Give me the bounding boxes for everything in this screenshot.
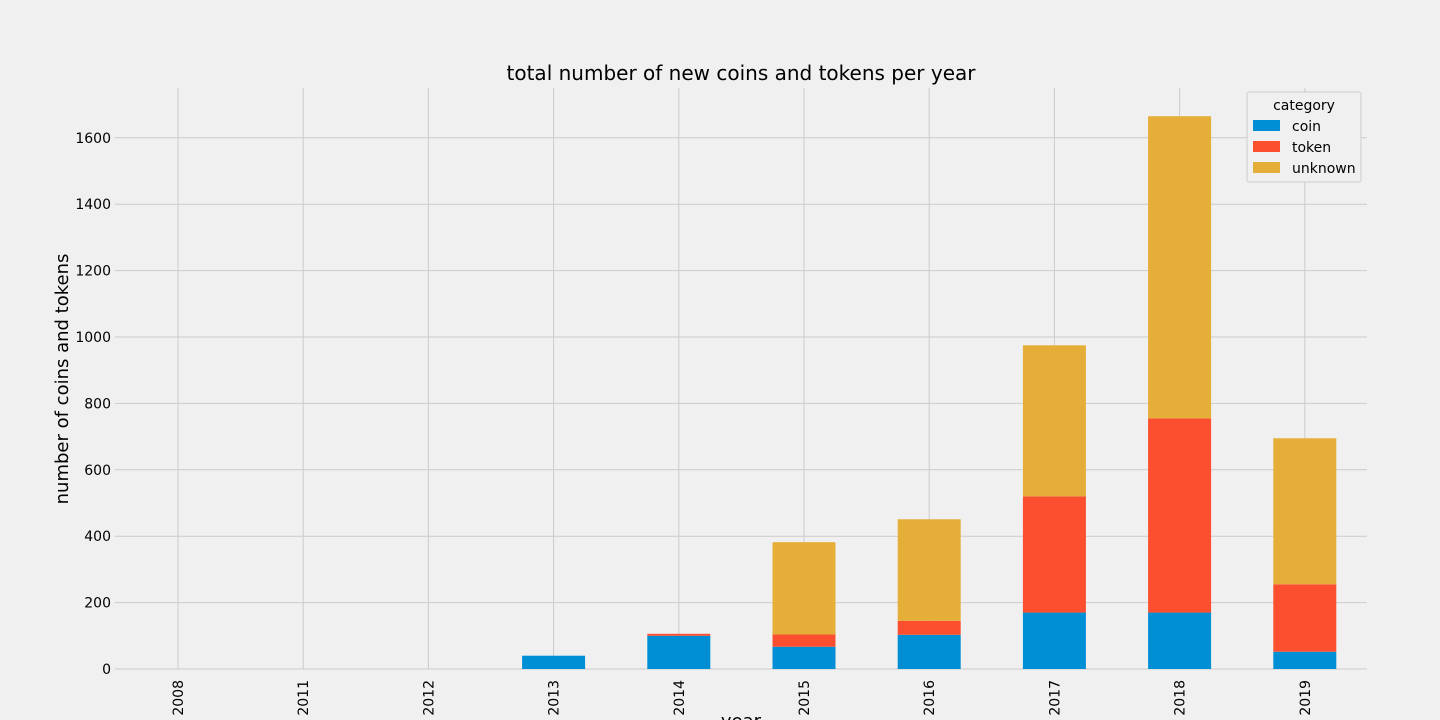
legend-title: category bbox=[1273, 98, 1335, 114]
bar-unknown-2015 bbox=[773, 542, 836, 634]
x-axis-title: year bbox=[721, 711, 762, 720]
bar-coin-2013 bbox=[522, 656, 585, 669]
chart-title: total number of new coins and tokens per… bbox=[507, 61, 977, 85]
bar-unknown-2016 bbox=[898, 519, 961, 621]
legend: category coin token unknown bbox=[1247, 92, 1361, 182]
y-tick-label: 600 bbox=[84, 463, 111, 479]
y-tick-label: 200 bbox=[84, 596, 111, 612]
x-tick-label: 2014 bbox=[672, 680, 688, 716]
y-tick-label: 1200 bbox=[75, 264, 111, 280]
bar-coin-2014 bbox=[647, 636, 710, 669]
x-tick-label: 2008 bbox=[171, 680, 187, 716]
bar-unknown-2017 bbox=[1023, 345, 1086, 496]
bar-token-2015 bbox=[773, 634, 836, 646]
y-tick-label: 800 bbox=[84, 396, 111, 412]
legend-swatch-token bbox=[1253, 141, 1280, 152]
y-tick-label: 1400 bbox=[75, 197, 111, 213]
bar-token-2016 bbox=[898, 621, 961, 635]
bar-token-2017 bbox=[1023, 496, 1086, 612]
x-tick-label: 2017 bbox=[1047, 680, 1063, 716]
ticks-layer: 0 200 400 600 800 1000 1200 1400 1600 2008 2011 201… bbox=[75, 131, 1313, 716]
y-axis-title: number of coins and tokens bbox=[52, 254, 73, 505]
y-tick-label: 1000 bbox=[75, 330, 111, 346]
bar-unknown-2019 bbox=[1273, 438, 1336, 584]
legend-label-unknown: unknown bbox=[1292, 161, 1356, 177]
bar-coin-2017 bbox=[1023, 613, 1086, 669]
bar-token-2014 bbox=[647, 634, 710, 636]
y-tick-label: 0 bbox=[102, 662, 111, 678]
bar-token-2018 bbox=[1148, 418, 1211, 612]
x-tick-label: 2015 bbox=[797, 680, 813, 716]
bar-token-2019 bbox=[1273, 584, 1336, 651]
x-tick-label: 2012 bbox=[421, 680, 437, 716]
legend-label-coin: coin bbox=[1292, 119, 1321, 135]
y-tick-label: 400 bbox=[84, 529, 111, 545]
x-tick-label: 2019 bbox=[1298, 680, 1314, 716]
bar-unknown-2018 bbox=[1148, 116, 1211, 418]
x-tick-label: 2013 bbox=[547, 680, 563, 716]
x-tick-label: 2016 bbox=[922, 680, 938, 716]
bar-coin-2018 bbox=[1148, 613, 1211, 669]
bar-coin-2019 bbox=[1273, 652, 1336, 669]
x-tick-label: 2011 bbox=[296, 680, 312, 716]
bar-coin-2015 bbox=[773, 647, 836, 669]
x-tick-label: 2018 bbox=[1173, 680, 1189, 716]
legend-label-token: token bbox=[1292, 140, 1331, 156]
legend-swatch-unknown bbox=[1253, 162, 1280, 173]
bar-coin-2016 bbox=[898, 635, 961, 669]
legend-swatch-coin bbox=[1253, 120, 1280, 131]
y-tick-label: 1600 bbox=[75, 131, 111, 147]
